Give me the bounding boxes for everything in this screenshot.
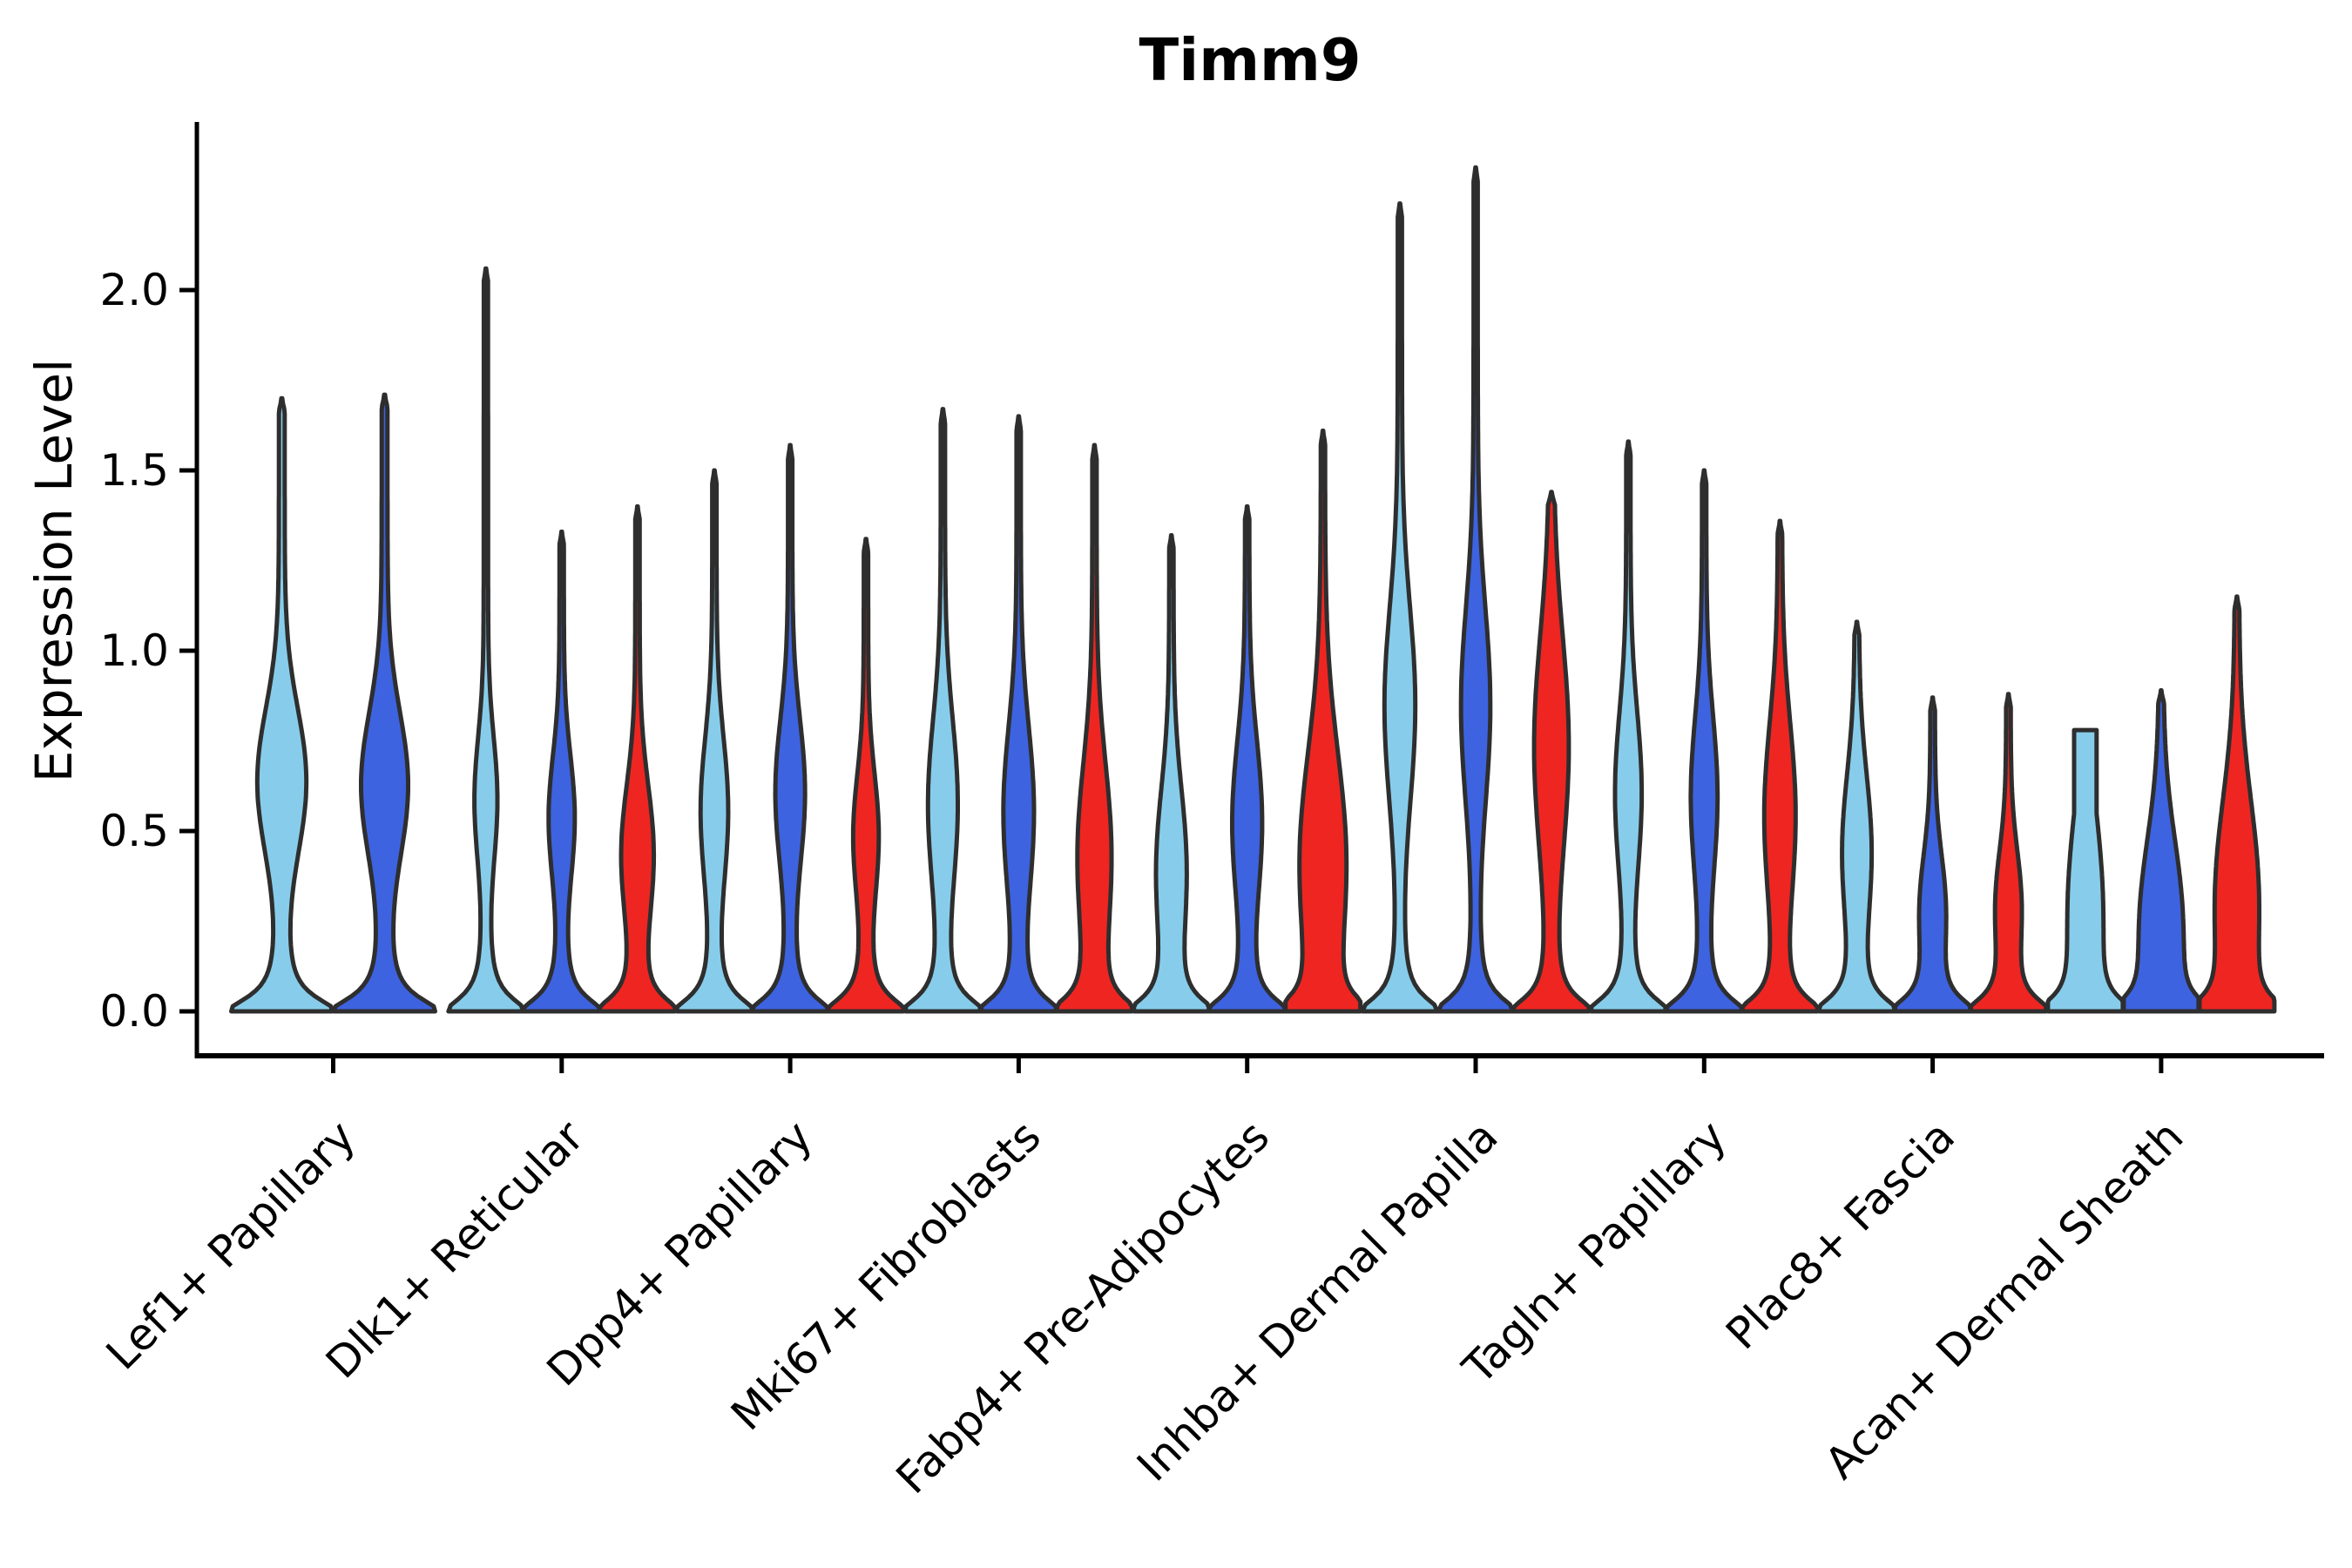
violin-red-fabp4-pre-adipocytes (1283, 429, 1363, 1014)
violin-red-mki67-fibroblasts (1054, 443, 1134, 1014)
violin-red-plac8-fascia (1969, 692, 2049, 1014)
violin-blue-plac8-fascia (1893, 695, 1973, 1014)
violin-blue-dpp4-papillary (750, 443, 830, 1014)
y-tick-label: 1.5 (99, 445, 169, 496)
x-tick-label: Lef1+ Papillary (97, 1111, 365, 1379)
violin-red-acan-dermal-sheath (2197, 594, 2277, 1014)
x-tick-label: Plac8+ Fascia (1716, 1111, 1964, 1359)
violin-skyblue-tagln-papillary (1588, 439, 1668, 1014)
violin-skyblue-plac8-fascia (1817, 619, 1897, 1014)
violin-blue-dlk1-reticular (522, 529, 602, 1014)
y-tick-label: 1.0 (99, 625, 169, 676)
violin-skyblue-mki67-fibroblasts (902, 407, 983, 1014)
violin-blue-tagln-papillary (1664, 468, 1744, 1014)
violin-blue-mki67-fibroblasts (978, 414, 1058, 1014)
violin-skyblue-inhba-dermal-papilla (1360, 201, 1440, 1014)
violin-skyblue-dpp4-papillary (674, 468, 754, 1014)
violin-red-inhba-dermal-papilla (1511, 490, 1592, 1014)
violin-blue-acan-dermal-sheath (2121, 688, 2201, 1014)
violin-blue-lef1-papillary (332, 392, 437, 1014)
x-tick-label: Fabp4+ Pre-Adipocytes (887, 1111, 1280, 1504)
violin-blue-inhba-dermal-papilla (1436, 165, 1516, 1014)
y-tick-label: 0.5 (99, 806, 169, 856)
violin-red-tagln-papillary (1740, 518, 1820, 1014)
y-tick-label: 2.0 (99, 265, 169, 315)
violin-red-dlk1-reticular (598, 504, 678, 1014)
violin-red-dpp4-papillary (826, 537, 906, 1014)
violin-skyblue-dlk1-reticular (446, 266, 526, 1014)
x-tick-label: Inhba+ Dermal Papilla (1127, 1111, 1507, 1490)
violin-skyblue-lef1-papillary (229, 395, 335, 1014)
violin-blue-fabp4-pre-adipocytes (1207, 504, 1288, 1014)
y-tick-label: 0.0 (99, 986, 169, 1037)
violin-skyblue-acan-dermal-sheath (2045, 727, 2126, 1014)
chart-title: Timm9 (1139, 26, 1362, 94)
violin-skyblue-fabp4-pre-adipocytes (1132, 533, 1212, 1014)
